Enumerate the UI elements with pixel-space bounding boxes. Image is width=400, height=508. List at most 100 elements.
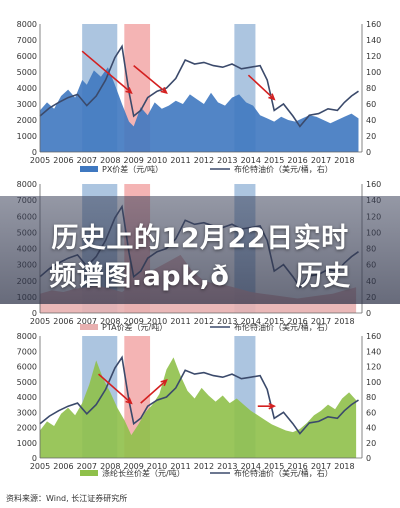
legend-label-area: PX价差（元/吨）: [102, 164, 163, 174]
y-tick-left-7: 7000: [17, 347, 37, 356]
overlay-title-line2: 频谱图.apk,ð历史: [49, 261, 351, 292]
trend-arrow-0: [98, 373, 132, 404]
trend-arrow-1: [140, 379, 167, 404]
y-tick-left-8: 8000: [17, 20, 37, 29]
y-tick-right-3: 60: [366, 100, 376, 109]
x-tick-4: 2009: [123, 156, 143, 165]
x-tick-7: 2012: [194, 462, 214, 471]
y-tick-right-0: 0: [366, 454, 371, 463]
y-tick-right-8: 160: [366, 332, 381, 341]
y-tick-right-3: 60: [366, 408, 376, 417]
y-tick-left-8: 8000: [17, 180, 37, 189]
y-tick-right-4: 80: [366, 393, 376, 402]
y-tick-left-1: 1000: [17, 132, 37, 141]
x-tick-4: 2009: [123, 462, 143, 471]
y-tick-right-5: 100: [366, 378, 381, 387]
brent-oil-line: [39, 44, 359, 128]
x-tick-12: 2017: [311, 317, 331, 326]
y-tick-left-6: 6000: [17, 363, 37, 372]
x-tick-3: 2008: [100, 317, 120, 326]
trend-arrow-1: [133, 64, 167, 94]
trend-arrow-head-0: [125, 397, 133, 405]
y-tick-right-6: 120: [366, 363, 381, 372]
y-tick-left-5: 5000: [17, 68, 37, 77]
x-tick-3: 2008: [100, 462, 120, 471]
y-tick-right-8: 160: [366, 180, 381, 189]
title-overlay: 历史上的12月22日实时 频谱图.apk,ð历史: [0, 196, 400, 304]
y-tick-right-0: 0: [366, 309, 371, 318]
x-tick-12: 2017: [311, 156, 331, 165]
x-tick-11: 2016: [287, 462, 307, 471]
x-tick-7: 2012: [194, 156, 214, 165]
y-tick-left-2: 2000: [17, 424, 37, 433]
legend-label-area: PTA价差（元/吨）: [102, 322, 167, 332]
x-tick-10: 2015: [264, 156, 284, 165]
chart-px-spread: 0 1000 2000 3000 4000 5000 6000 7000 8000 0 20 40 60…: [0, 14, 400, 184]
x-tick-2: 2007: [77, 156, 97, 165]
legend-label-line: 布伦特油价（美元/桶，右）: [234, 164, 333, 174]
legend-swatch-area: [80, 166, 98, 172]
trend-arrow-head-1: [160, 379, 168, 387]
x-tick-0: 2005: [30, 462, 50, 471]
chart-svg-2: 0 1000 2000 3000 4000 5000 6000 7000 8000 0 20 40 60…: [17, 332, 382, 478]
y-tick-left-6: 6000: [17, 52, 37, 61]
source-note: 资料来源：Wind, 长江证券研究所: [6, 494, 128, 503]
y-tick-right-8: 160: [366, 20, 381, 29]
x-tick-9: 2014: [241, 317, 261, 326]
x-tick-11: 2016: [287, 317, 307, 326]
x-tick-1: 2006: [53, 462, 73, 471]
y-tick-left-5: 5000: [17, 378, 37, 387]
trend-arrow-2: [247, 74, 275, 100]
y-tick-right-1: 20: [366, 439, 376, 448]
x-tick-9: 2014: [241, 156, 261, 165]
x-tick-2: 2007: [77, 317, 97, 326]
x-tick-5: 2010: [147, 462, 167, 471]
x-tick-5: 2010: [147, 156, 167, 165]
brent-oil-line: [39, 355, 359, 435]
y-tick-right-7: 140: [366, 36, 381, 45]
x-tick-6: 2011: [170, 462, 190, 471]
chart-filament-spread: 0 1000 2000 3000 4000 5000 6000 7000 8000 0 20 40 60…: [0, 328, 400, 488]
trend-arrow-head-1: [160, 87, 168, 94]
y-tick-left-4: 4000: [17, 393, 37, 402]
y-tick-left-2: 2000: [17, 116, 37, 125]
y-tick-right-0: 0: [366, 148, 371, 157]
trend-arrow-head-2: [268, 402, 277, 410]
y-tick-right-7: 140: [366, 347, 381, 356]
x-tick-6: 2011: [170, 317, 190, 326]
x-tick-8: 2013: [217, 462, 237, 471]
x-tick-7: 2012: [194, 317, 214, 326]
x-tick-11: 2016: [287, 156, 307, 165]
spread-area-series: [40, 357, 357, 458]
trend-arrow-head-2: [268, 93, 276, 101]
chart-svg-0: 0 1000 2000 3000 4000 5000 6000 7000 8000 0 20 40 60…: [17, 20, 382, 174]
y-tick-right-1: 20: [366, 132, 376, 141]
x-tick-4: 2009: [123, 317, 143, 326]
x-tick-13: 2018: [334, 462, 354, 471]
trend-arrow-head-0: [125, 86, 133, 94]
x-tick-1: 2006: [53, 317, 73, 326]
y-tick-right-6: 120: [366, 52, 381, 61]
legend-swatch-area: [80, 324, 98, 330]
y-tick-left-4: 4000: [17, 84, 37, 93]
y-tick-left-3: 3000: [17, 408, 37, 417]
overlay-title-line1: 历史上的12月22日实时: [51, 223, 349, 254]
legend-label-line: 布伦特油价（美元/桶，右）: [234, 468, 333, 478]
y-tick-right-2: 40: [366, 424, 376, 433]
y-tick-left-0: 0: [32, 148, 37, 157]
y-tick-left-0: 0: [32, 454, 37, 463]
x-tick-13: 2018: [334, 317, 354, 326]
x-tick-9: 2014: [241, 462, 261, 471]
x-tick-0: 2005: [30, 156, 50, 165]
x-tick-8: 2013: [217, 317, 237, 326]
y-tick-right-2: 40: [366, 116, 376, 125]
legend-label-line: 布伦特油价（美元/桶，右）: [234, 322, 333, 332]
y-tick-right-5: 100: [366, 68, 381, 77]
x-tick-10: 2015: [264, 317, 284, 326]
x-tick-8: 2013: [217, 156, 237, 165]
trend-arrow-0: [81, 50, 132, 94]
y-tick-left-7: 7000: [17, 36, 37, 45]
y-tick-left-3: 3000: [17, 100, 37, 109]
spread-area-series: [40, 67, 359, 152]
x-tick-1: 2006: [53, 156, 73, 165]
